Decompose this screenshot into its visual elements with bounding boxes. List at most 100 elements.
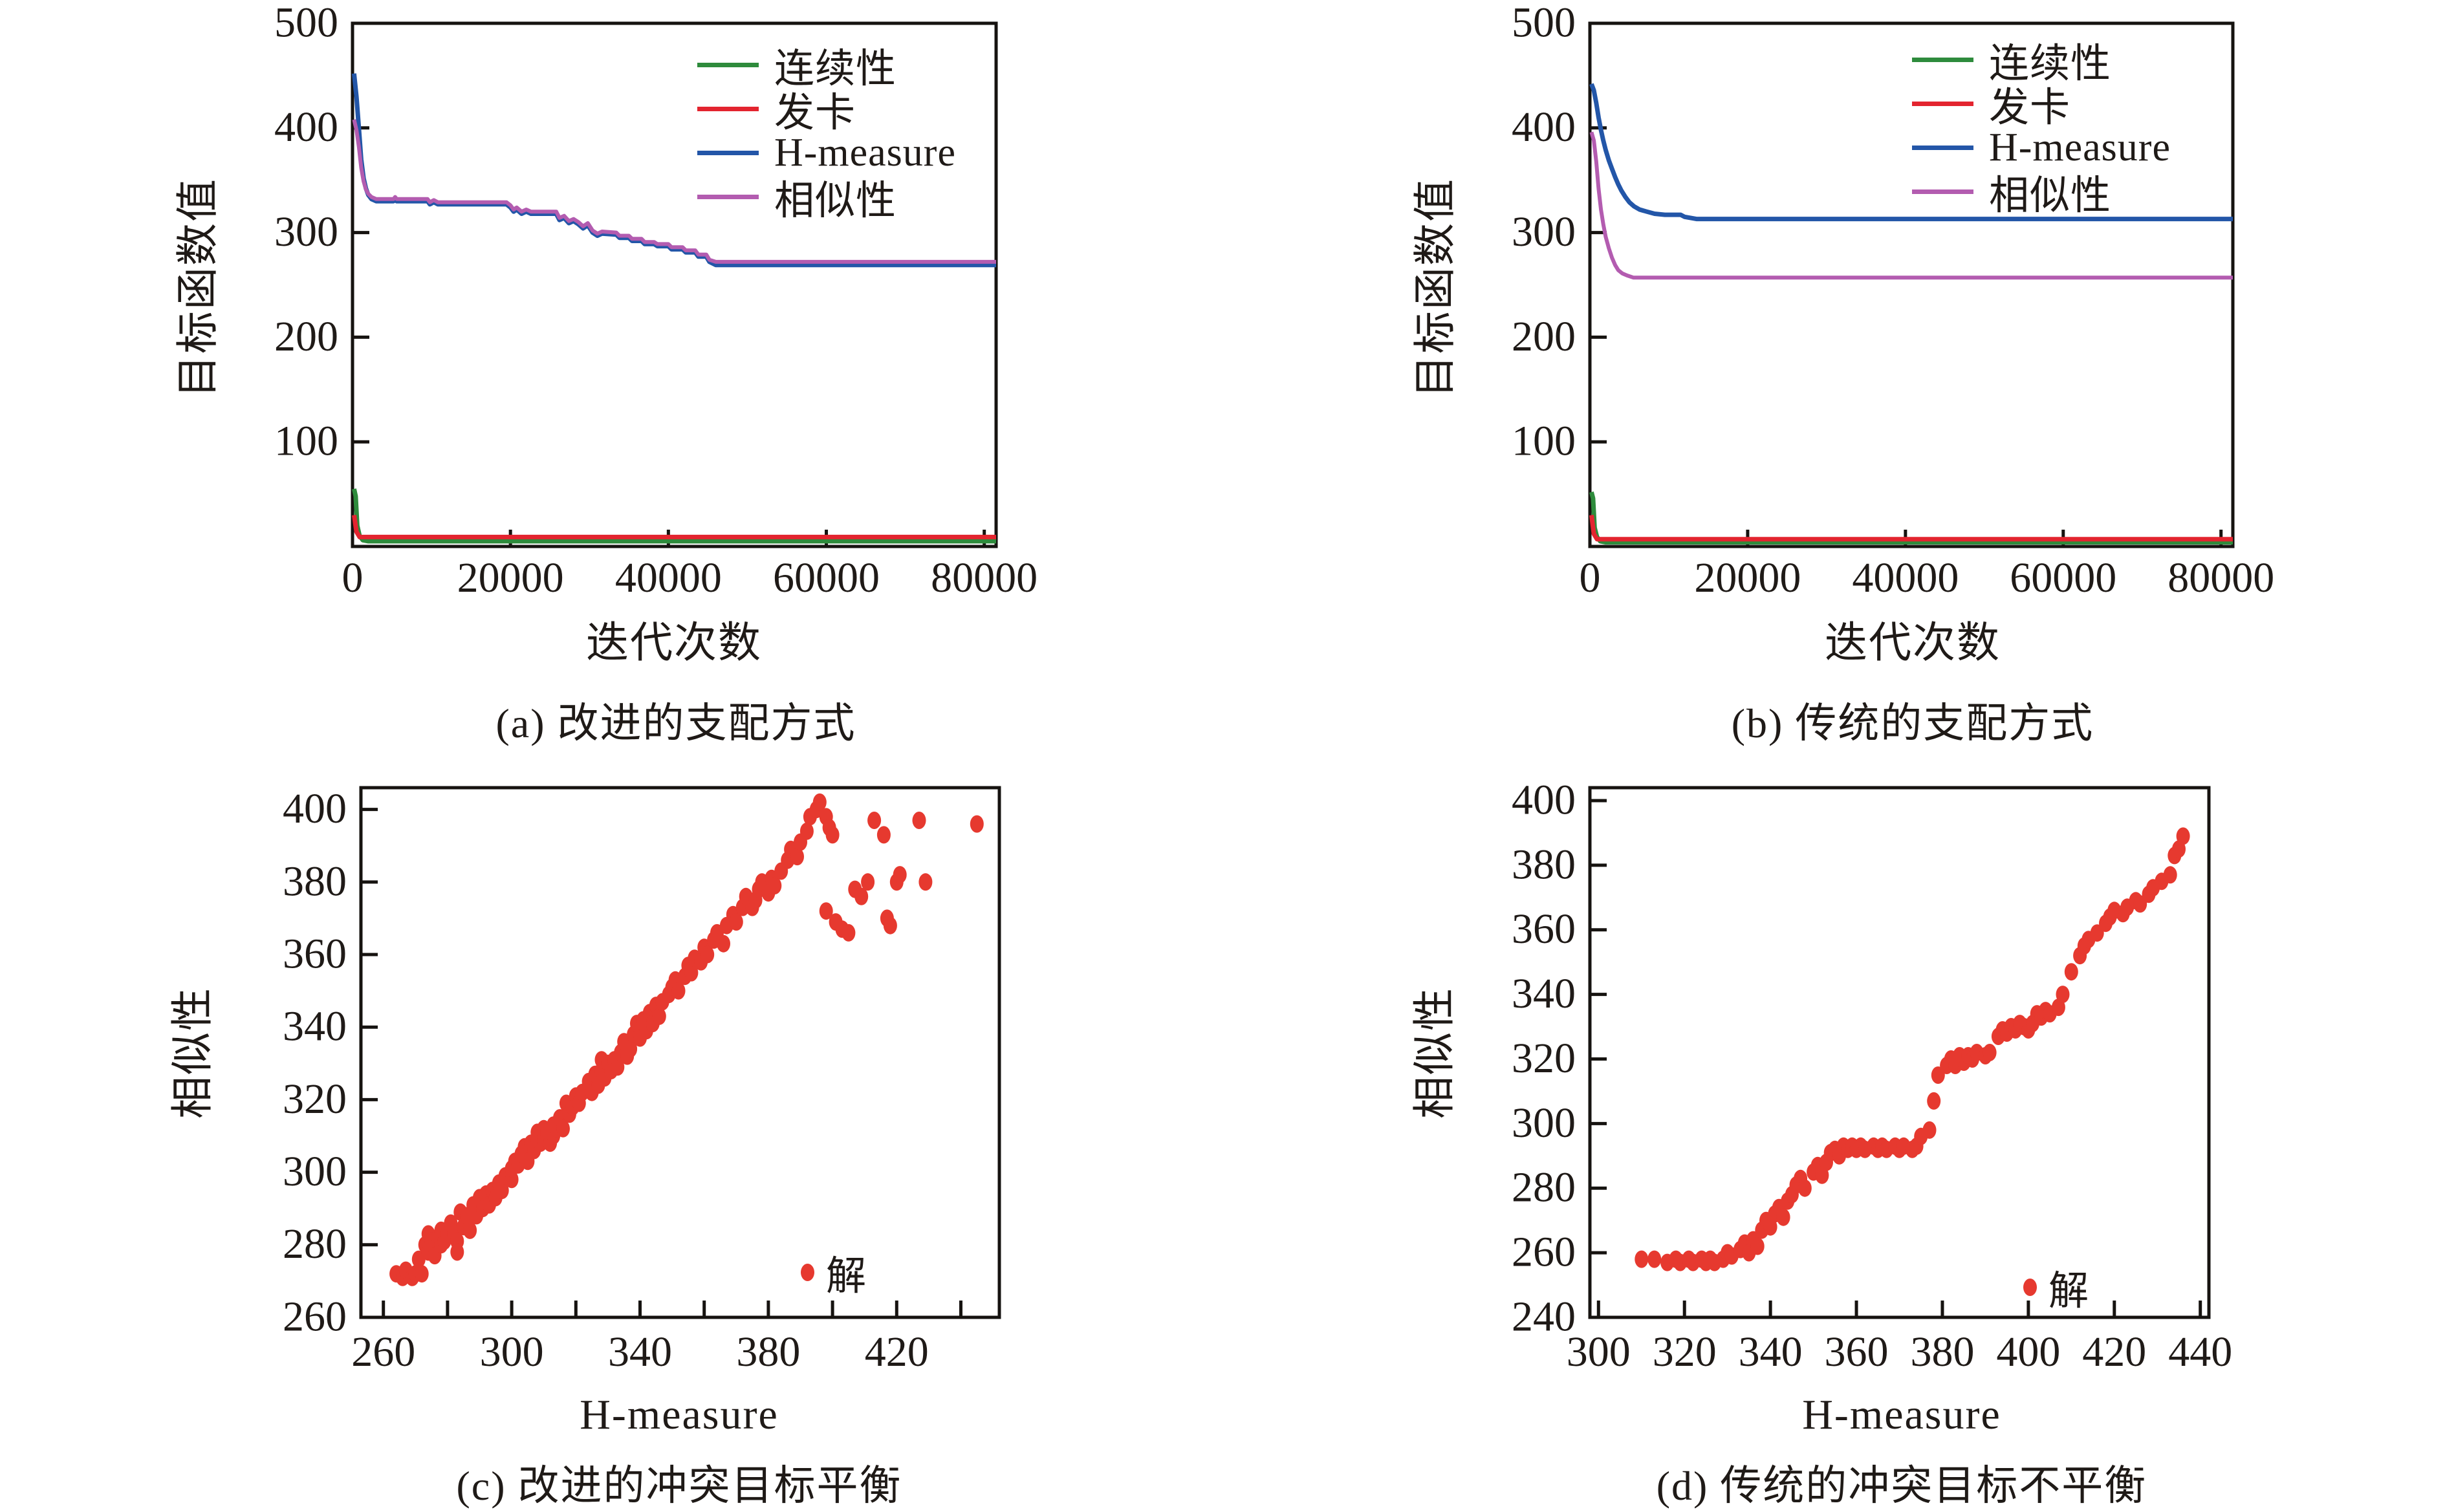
- chart-b-ylabel: 目标函数值: [1412, 178, 1459, 398]
- y-tick-label: 300: [283, 1148, 347, 1195]
- plot-frame: [1588, 21, 2235, 548]
- hairpin-line-swatch: [1912, 101, 1973, 106]
- data-point: [1798, 1179, 1812, 1197]
- data-point: [912, 812, 926, 829]
- y-tick-label: 400: [274, 103, 338, 151]
- series-连续性: [351, 488, 996, 544]
- data-point: [867, 812, 882, 829]
- legend-item-label: 相似性: [1989, 174, 2112, 218]
- y-tick-label: 400: [283, 785, 347, 832]
- data-point: [893, 866, 907, 884]
- legend-item-similarity: 相似性: [1912, 169, 2171, 218]
- plot-frame: [1588, 786, 2211, 1319]
- x-tick-label: 260: [351, 1328, 415, 1376]
- y-tick-label: 360: [283, 930, 347, 977]
- chart-d-legend: 解: [2023, 1258, 2089, 1316]
- x-tick-label: 420: [2082, 1328, 2146, 1376]
- data-point: [717, 934, 730, 953]
- x-tick-label: 380: [1910, 1328, 1974, 1376]
- x-tick-label: 440: [2168, 1328, 2232, 1376]
- x-tick-label: 420: [865, 1328, 929, 1376]
- y-tick-label: 380: [283, 858, 347, 905]
- x-tick-label: 0: [342, 554, 364, 601]
- plot-frame: [351, 21, 998, 548]
- legend-item-label: 相似性: [774, 179, 897, 223]
- data-point: [2163, 866, 2177, 884]
- y-tick-label: 280: [283, 1220, 347, 1268]
- hmeasure-line-swatch: [1912, 145, 1973, 150]
- data-point: [883, 916, 897, 934]
- data-point: [729, 913, 743, 931]
- hmeasure-line-swatch: [697, 150, 759, 155]
- data-point: [876, 826, 891, 844]
- data-point: [1922, 1121, 1937, 1139]
- y-tick-label: 240: [1512, 1293, 1576, 1340]
- data-point: [684, 964, 699, 982]
- solution-legend-label: 解: [2048, 1269, 2090, 1313]
- x-tick-label: 40000: [615, 554, 722, 601]
- legend-item-hairpin: 发卡: [1912, 81, 2171, 130]
- series-发卡: [351, 515, 996, 539]
- data-point: [624, 1040, 638, 1058]
- legend-item-continuity: 连续性: [697, 43, 956, 91]
- x-tick-label: 60000: [2010, 554, 2116, 601]
- series-H-measure: [1589, 83, 2233, 222]
- y-tick-label: 300: [274, 208, 338, 255]
- data-point: [790, 848, 804, 866]
- data-point: [819, 902, 833, 920]
- data-point: [611, 1058, 625, 1076]
- hairpin-line-swatch: [697, 106, 759, 111]
- x-tick-label: 300: [480, 1328, 544, 1376]
- data-point: [825, 826, 840, 844]
- x-tick-label: 300: [1567, 1328, 1631, 1376]
- legend-item-hmeasure: H-measure: [697, 131, 956, 175]
- data-point: [1776, 1208, 1790, 1226]
- chart-a-caption: (a) 改进的支配方式: [495, 700, 856, 746]
- series-连续性: [1589, 491, 2233, 545]
- x-tick-label: 340: [1739, 1328, 1803, 1376]
- legend-item-label: H-measure: [774, 130, 956, 175]
- solution-dot-swatch: [2023, 1278, 2037, 1296]
- data-point: [701, 945, 715, 964]
- x-tick-label: 380: [736, 1328, 800, 1376]
- data-point: [861, 873, 875, 891]
- data-point: [842, 923, 856, 942]
- legend-item-label: 发卡: [774, 91, 856, 135]
- legend-item-label: H-measure: [1989, 125, 2171, 169]
- y-tick-label: 500: [1512, 0, 1576, 46]
- legend-item-hmeasure: H-measure: [1912, 125, 2171, 169]
- series-相似性: [1589, 131, 2233, 280]
- y-tick-label: 300: [1512, 1099, 1576, 1147]
- continuity-line-swatch: [1912, 57, 1973, 62]
- data-point: [2176, 827, 2190, 845]
- data-point: [812, 793, 827, 811]
- legend-item-continuity: 连续性: [1912, 38, 2171, 86]
- chart-d-canvas: 300 320 340 360 380 400 420 440 240 260 280 300 320 3…: [1512, 776, 2232, 1376]
- y-tick-label: 380: [1512, 841, 1576, 888]
- chart-a-legend: 连续性 发卡 H-measure 相似性: [697, 43, 956, 223]
- chart-d-ylabel: 相似性: [1411, 987, 1459, 1119]
- data-point: [415, 1265, 429, 1283]
- y-tick-label: 360: [1512, 905, 1576, 953]
- data-point: [2056, 986, 2070, 1004]
- chart-a-ylabel: 目标函数值: [175, 178, 222, 398]
- data-point: [1750, 1237, 1765, 1255]
- solution-legend-label: 解: [826, 1255, 867, 1299]
- data-point: [1647, 1250, 1662, 1268]
- continuity-line-swatch: [697, 62, 759, 67]
- data-point: [671, 982, 686, 1000]
- y-tick-label: 200: [274, 313, 338, 360]
- data-point: [768, 877, 782, 894]
- y-tick-label: 320: [283, 1075, 347, 1123]
- y-tick-label: 400: [1512, 103, 1576, 151]
- y-tick-label: 100: [1512, 418, 1576, 465]
- x-tick-label: 80000: [931, 554, 1038, 601]
- y-tick-label: 400: [1512, 776, 1576, 823]
- y-tick-label: 500: [274, 0, 338, 46]
- chart-c-ylabel: 相似性: [169, 987, 217, 1119]
- data-point: [854, 887, 869, 905]
- legend-item-label: 连续性: [774, 47, 897, 91]
- data-point: [495, 1182, 509, 1200]
- y-tick-label: 320: [1512, 1035, 1576, 1082]
- data-point: [556, 1119, 570, 1138]
